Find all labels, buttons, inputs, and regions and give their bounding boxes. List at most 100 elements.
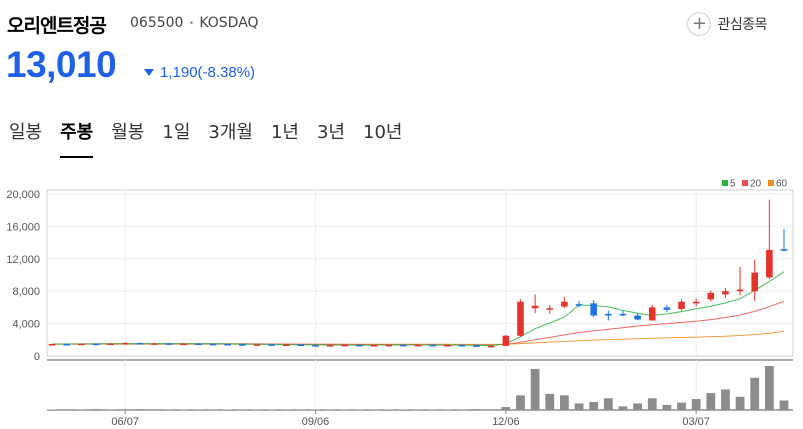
candle: [619, 310, 627, 317]
volume-bar: [428, 409, 438, 411]
candle: [180, 343, 188, 346]
candle: [165, 342, 173, 345]
volume-bar: [589, 401, 599, 410]
volume-bar: [267, 409, 276, 411]
candle-body: [722, 291, 729, 295]
tab-5[interactable]: 1년: [270, 122, 299, 143]
candle-body: [678, 301, 685, 310]
candle: [195, 343, 202, 346]
volume-bar: [516, 395, 525, 410]
candle: [400, 344, 407, 347]
volume-bar: [76, 409, 86, 410]
candle-body: [356, 344, 363, 347]
candle-body: [458, 344, 466, 347]
legend-swatch: [768, 180, 774, 186]
candle: [268, 343, 275, 346]
volume-bar: [296, 409, 306, 411]
candle: [297, 344, 305, 346]
volume-bar: [223, 409, 233, 411]
volume-bar: [355, 409, 364, 411]
x-tick-label: 03/07: [682, 416, 710, 428]
candle-body: [326, 345, 334, 347]
candle-body: [195, 343, 202, 346]
volume-bar: [560, 395, 569, 410]
plus-circle-icon: +: [687, 12, 712, 36]
watchlist-label: 관심종목: [717, 17, 767, 33]
tab-0[interactable]: 일봉: [9, 122, 43, 143]
volume-bar: [120, 409, 130, 410]
candle-body: [253, 344, 261, 346]
price-change: 1,190(-8.38%): [144, 64, 255, 81]
candle: [575, 300, 583, 308]
y-tick-label: 12,000: [6, 254, 40, 266]
candle-body: [443, 344, 451, 347]
volume-bar: [398, 409, 408, 411]
legend-swatch: [742, 180, 748, 186]
legend-label: 60: [776, 179, 788, 190]
candle-body: [268, 344, 275, 346]
y-tick-label: 8,000: [12, 286, 40, 298]
volume-bar: [574, 403, 584, 410]
candle-body: [370, 344, 378, 347]
price-plot-frame: [46, 189, 794, 357]
volume-bar: [135, 409, 145, 410]
candle-body: [224, 344, 231, 346]
tab-4[interactable]: 3개월: [208, 122, 253, 143]
candle-body: [517, 301, 524, 336]
x-tick-label: 09/06: [302, 416, 330, 428]
add-watchlist-button[interactable]: + 관심종목: [687, 11, 767, 37]
candle-body: [107, 343, 114, 346]
candle: [209, 343, 217, 346]
candle: [92, 343, 100, 346]
volume-bar: [530, 368, 540, 410]
tab-6[interactable]: 3년: [316, 122, 345, 143]
candle: [751, 259, 759, 301]
volume-bar: [442, 409, 452, 411]
legend-item-ma60: 60: [768, 179, 788, 190]
candle: [151, 343, 158, 345]
volume-bar: [311, 409, 320, 411]
tab-1[interactable]: 주봉: [51, 112, 102, 160]
volume-bar: [106, 409, 115, 410]
volume-bar: [47, 409, 57, 411]
candle-body: [312, 345, 319, 347]
candle: [121, 342, 129, 345]
candle-body: [414, 344, 422, 347]
tab-3[interactable]: 1일: [162, 122, 191, 143]
candle: [326, 344, 334, 347]
stock-name: 오리엔트정공: [7, 15, 107, 37]
candle-body: [634, 315, 641, 320]
candle: [356, 344, 363, 347]
candle: [590, 300, 597, 318]
candle-body: [209, 343, 217, 346]
legend-swatch: [722, 180, 728, 186]
candle: [312, 344, 319, 347]
candle-body: [780, 249, 788, 251]
volume-bar: [413, 409, 423, 411]
candle: [678, 299, 685, 311]
y-tick-label: 4,000: [12, 319, 40, 331]
candle: [370, 344, 378, 347]
candle-body: [531, 305, 539, 309]
candle-body: [707, 292, 715, 300]
volume-bar: [369, 409, 379, 411]
candle-body: [766, 249, 773, 278]
candle: [239, 343, 246, 346]
tab-7[interactable]: 10년: [363, 122, 403, 143]
tab-2[interactable]: 월봉: [111, 122, 145, 143]
volume-bar: [252, 409, 262, 411]
candle: [458, 344, 466, 347]
candle-body: [663, 307, 671, 310]
candle-body: [692, 301, 700, 304]
candle-body: [121, 343, 129, 345]
x-tick-label: 06/07: [111, 416, 139, 428]
candle: [663, 304, 671, 313]
candle: [107, 343, 114, 346]
candle-body: [487, 345, 495, 348]
candle-body: [92, 343, 100, 346]
candle-body: [385, 344, 393, 347]
candle: [561, 296, 568, 309]
candle-body: [180, 343, 188, 346]
volume-bar: [384, 409, 394, 411]
candle-body: [736, 289, 744, 292]
